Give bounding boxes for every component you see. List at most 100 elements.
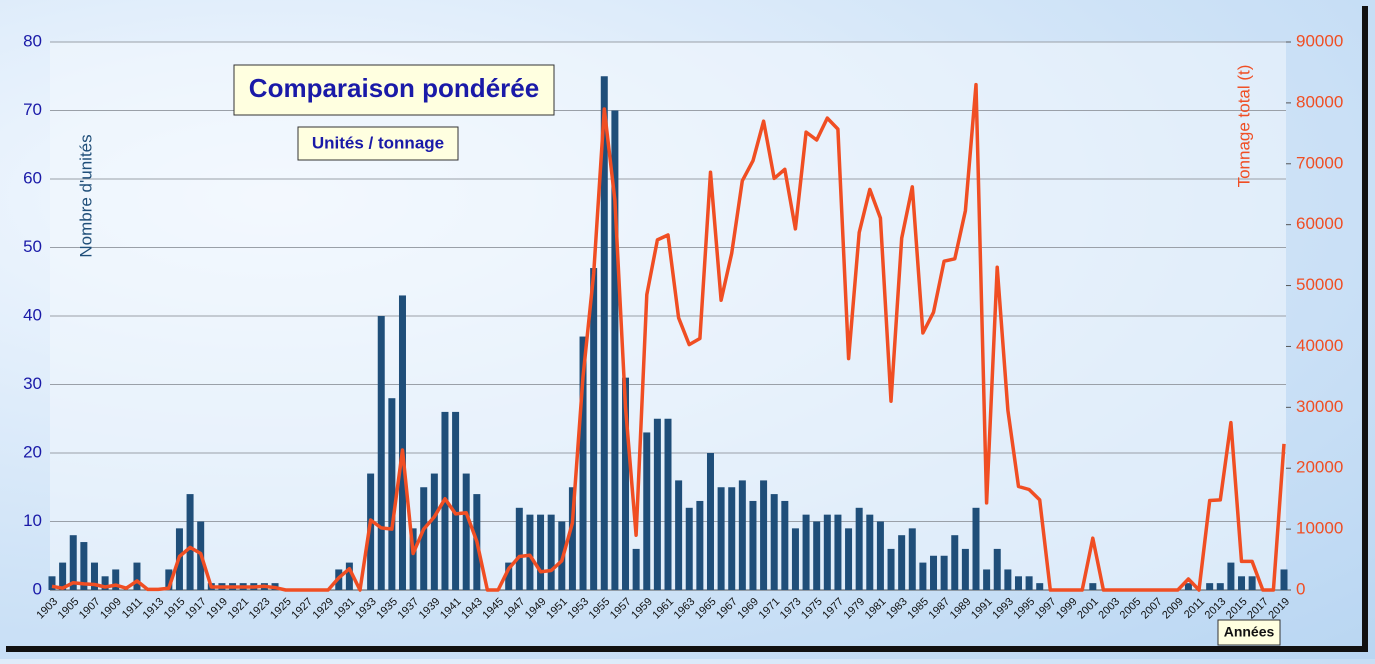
x-tick-label: 1965 <box>693 596 719 622</box>
x-tick-label: 1947 <box>502 596 528 622</box>
bar <box>823 514 831 590</box>
y2-tick-label: 50000 <box>1296 275 1343 294</box>
x-tick-label: 1943 <box>459 596 485 622</box>
bar <box>505 562 513 590</box>
x-tick-label: 1981 <box>863 596 889 622</box>
bar <box>1004 569 1012 590</box>
x-tick-label: 1935 <box>374 596 400 622</box>
y2-tick-label: 80000 <box>1296 92 1343 111</box>
y2-tick-label: 10000 <box>1296 519 1343 538</box>
x-tick-label: 2003 <box>1096 596 1122 622</box>
bar <box>59 562 67 590</box>
y-tick-label: 30 <box>23 374 42 393</box>
bar <box>749 500 757 590</box>
x-tick-label: 1959 <box>629 596 655 622</box>
x-tick-label: 2007 <box>1139 596 1165 622</box>
y-tick-label: 60 <box>23 168 42 187</box>
bar <box>462 473 470 590</box>
x-tick-label: 2013 <box>1203 596 1229 622</box>
x-tick-label: 1993 <box>990 596 1016 622</box>
x-tick-label: 1961 <box>650 596 676 622</box>
bar <box>515 507 523 590</box>
x-tick-label: 1917 <box>183 596 209 622</box>
bar <box>961 548 969 590</box>
x-tick-label: 1923 <box>247 596 273 622</box>
y2-tick-label: 70000 <box>1296 153 1343 172</box>
bar <box>685 507 693 590</box>
bar <box>367 473 375 590</box>
x-tick-label: 2005 <box>1118 596 1144 622</box>
y-tick-label: 10 <box>23 511 42 530</box>
bar <box>590 268 598 590</box>
bar <box>1216 583 1224 590</box>
bar <box>1238 576 1246 590</box>
x-tick-label: 1913 <box>141 596 167 622</box>
bar <box>632 548 640 590</box>
x-label-box <box>1217 619 1281 646</box>
bar <box>940 555 948 590</box>
title-box <box>233 64 555 116</box>
bar <box>802 514 810 590</box>
bar <box>866 514 874 590</box>
bar <box>165 569 173 590</box>
x-tick-label: 1955 <box>587 596 613 622</box>
bar <box>409 528 417 590</box>
x-tick-label: 2017 <box>1245 596 1271 622</box>
x-tick-label: 1997 <box>1033 596 1059 622</box>
bar <box>112 569 120 590</box>
x-tick-label: 1933 <box>353 596 379 622</box>
x-tick-label: 1939 <box>417 596 443 622</box>
bar <box>345 562 353 590</box>
bar <box>696 500 704 590</box>
bar <box>622 377 630 590</box>
bar <box>398 295 406 590</box>
x-tick-label: 1977 <box>820 596 846 622</box>
bar <box>643 432 651 590</box>
bar <box>1036 583 1044 590</box>
y-tick-label: 0 <box>33 579 42 598</box>
chart-title: Comparaison pondérée <box>249 73 539 103</box>
bar <box>919 562 927 590</box>
bar <box>1014 576 1022 590</box>
x-tick-label: 1953 <box>565 596 591 622</box>
bar <box>653 418 661 590</box>
x-tick-label: 2015 <box>1224 596 1250 622</box>
bar <box>101 576 109 590</box>
bar <box>1248 576 1256 590</box>
bar <box>887 548 895 590</box>
bar <box>1184 583 1192 590</box>
x-tick-label: 1979 <box>842 596 868 622</box>
x-tick-label: 2019 <box>1266 596 1292 622</box>
x-tick-label: 1969 <box>735 596 761 622</box>
y-axis-label: Nombre d'unités <box>76 134 95 257</box>
bar <box>526 514 534 590</box>
x-tick-label: 1909 <box>98 596 124 622</box>
x-axis-label: Années <box>1224 624 1275 640</box>
bar <box>908 528 916 590</box>
x-tick-label: 1927 <box>289 596 315 622</box>
bar <box>993 548 1001 590</box>
bar <box>717 487 725 590</box>
x-tick-label: 1945 <box>480 596 506 622</box>
bar <box>855 507 863 590</box>
y2-axis-label: Tonnage total (t) <box>1234 65 1253 188</box>
bar <box>568 487 576 590</box>
x-tick-label: 1931 <box>332 596 358 622</box>
x-tick-label: 2009 <box>1160 596 1186 622</box>
x-tick-label: 1989 <box>948 596 974 622</box>
bar <box>738 480 746 590</box>
y2-tick-label: 30000 <box>1296 397 1343 416</box>
bar <box>1206 583 1214 590</box>
x-tick-label: 1915 <box>162 596 188 622</box>
bar <box>48 576 56 590</box>
x-tick-label: 1937 <box>395 596 421 622</box>
x-tick-label: 1973 <box>778 596 804 622</box>
bar <box>1280 569 1288 590</box>
bar <box>770 494 778 590</box>
x-tick-label: 1987 <box>927 596 953 622</box>
x-tick-label: 1957 <box>608 596 634 622</box>
y-tick-label: 40 <box>23 305 42 324</box>
bar <box>377 316 385 590</box>
bar <box>983 569 991 590</box>
bar <box>420 487 428 590</box>
